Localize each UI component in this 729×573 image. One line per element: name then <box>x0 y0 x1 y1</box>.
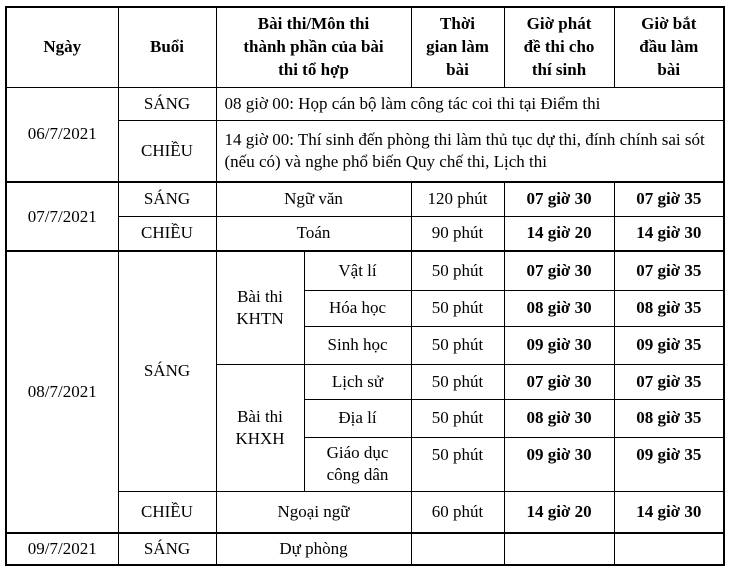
duration-cell: 50 phút <box>410 398 505 438</box>
note-cell: 08 giờ 00: Họp cán bộ làm công tác coi t… <box>215 86 725 121</box>
subject-cell: Địa lí <box>303 398 412 438</box>
table-row: CHIỀU Toán 90 phút 14 giờ 20 14 giờ 30 <box>6 215 725 252</box>
subject-cell: Toán <box>215 215 412 252</box>
handout-time-cell: 09 giờ 30 <box>503 325 615 365</box>
empty-cell <box>613 532 725 566</box>
date-cell: 07/7/2021 <box>5 181 119 252</box>
handout-time-cell: 14 giờ 20 <box>503 490 615 534</box>
col-header-duration: Thời gian làm bài <box>410 6 505 88</box>
duration-cell: 120 phút <box>410 181 505 217</box>
duration-cell: 50 phút <box>410 250 505 291</box>
start-time-cell: 07 giờ 35 <box>613 181 725 217</box>
duration-cell: 50 phút <box>410 289 505 327</box>
start-time-cell: 09 giờ 35 <box>613 325 725 365</box>
handout-time-cell: 07 giờ 30 <box>503 250 615 291</box>
handout-time-cell: 09 giờ 30 <box>503 436 615 492</box>
start-time-cell: 07 giờ 35 <box>613 363 725 400</box>
empty-cell <box>503 532 615 566</box>
subject-cell: Vật lí <box>303 250 412 291</box>
duration-cell: 50 phút <box>410 325 505 365</box>
exam-group-cell: Bài thi KHTN <box>215 250 305 365</box>
session-cell: SÁNG <box>117 181 217 217</box>
start-time-cell: 14 giờ 30 <box>613 490 725 534</box>
start-time-cell: 08 giờ 35 <box>613 289 725 327</box>
duration-cell: 60 phút <box>410 490 505 534</box>
subject-cell: Ngoại ngữ <box>215 490 412 534</box>
subject-cell: Lịch sử <box>303 363 412 400</box>
exam-schedule-table: Ngày Buổi Bài thi/Môn thi thành phần của… <box>5 6 726 566</box>
handout-time-cell: 07 giờ 30 <box>503 363 615 400</box>
start-time-cell: 14 giờ 30 <box>613 215 725 252</box>
table-row: 09/7/2021 SÁNG Dự phòng <box>5 532 725 566</box>
handout-time-cell: 14 giờ 20 <box>503 215 615 252</box>
date-cell: 08/7/2021 <box>5 250 119 534</box>
duration-cell: 90 phút <box>410 215 505 252</box>
duration-cell: 50 phút <box>410 436 505 492</box>
session-cell: SÁNG <box>117 250 217 492</box>
session-cell: CHIỀU <box>117 215 217 252</box>
date-cell: 06/7/2021 <box>5 86 119 183</box>
start-time-cell: 08 giờ 35 <box>613 398 725 438</box>
col-header-handout-time: Giờ phát đề thi cho thí sinh <box>503 6 615 88</box>
exam-group-cell: Bài thi KHXH <box>215 363 305 492</box>
table-row: CHIỀU Ngoại ngữ 60 phút 14 giờ 20 14 giờ… <box>6 490 725 534</box>
subject-cell: Ngữ văn <box>215 181 412 217</box>
subject-cell: Giáo dục công dân <box>303 436 412 492</box>
table-row: 07/7/2021 SÁNG Ngữ văn 120 phút 07 giờ 3… <box>5 181 725 252</box>
handout-time-cell: 07 giờ 30 <box>503 181 615 217</box>
subject-cell: Dự phòng <box>215 532 412 566</box>
col-header-date: Ngày <box>5 6 119 88</box>
handout-time-cell: 08 giờ 30 <box>503 289 615 327</box>
duration-cell: 50 phút <box>410 363 505 400</box>
session-cell: CHIỀU <box>117 490 217 534</box>
col-header-start-time: Giờ bắt đầu làm bài <box>613 6 725 88</box>
session-cell: CHIỀU <box>117 119 217 183</box>
subject-cell: Sinh học <box>303 325 412 365</box>
header-row: Ngày Buổi Bài thi/Môn thi thành phần của… <box>5 6 725 88</box>
table-row: Giáo dục công dân 50 phút 09 giờ 30 09 g… <box>6 436 725 492</box>
start-time-cell: 09 giờ 35 <box>613 436 725 492</box>
col-header-session: Buổi <box>117 6 217 88</box>
date-cell: 09/7/2021 <box>5 532 119 566</box>
note-cell: 14 giờ 00: Thí sinh đến phòng thi làm th… <box>215 119 725 183</box>
table-row: 06/7/2021 SÁNG 08 giờ 00: Họp cán bộ làm… <box>5 86 725 183</box>
table-row: Bài thi KHXH Lịch sử 50 phút 07 giờ 30 0… <box>6 363 725 492</box>
session-cell: SÁNG <box>117 86 217 121</box>
subject-cell: Hóa học <box>303 289 412 327</box>
table-row: CHIỀU 14 giờ 00: Thí sinh đến phòng thi … <box>6 119 725 183</box>
col-header-subject: Bài thi/Môn thi thành phần của bài thi t… <box>215 6 412 88</box>
start-time-cell: 07 giờ 35 <box>613 250 725 291</box>
empty-cell <box>410 532 505 566</box>
handout-time-cell: 08 giờ 30 <box>503 398 615 438</box>
table-row: 08/7/2021 SÁNG Bài thi KHTN Vật lí 50 ph… <box>5 250 725 534</box>
session-cell: SÁNG <box>117 532 217 566</box>
